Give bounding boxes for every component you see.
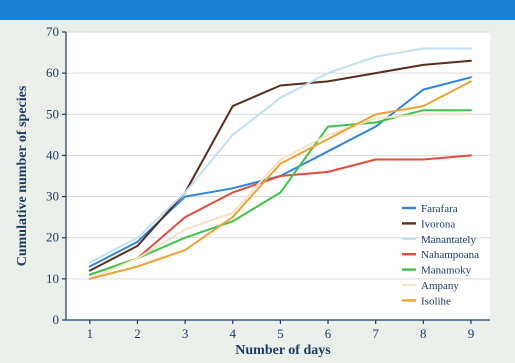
legend-item-ampany: Ampany [402,280,459,292]
series-line-ampany [88,113,472,280]
legend-label-nahampoana: Nahampoana [421,249,479,261]
y-axis-title: Cumulative number of species [15,85,30,266]
series-line-manamoky [88,109,472,276]
legend-label-ampany: Ampany [421,280,459,292]
axes [65,32,490,321]
x-tick-label-5: 5 [277,326,284,341]
legend-label-ivorona: Ivorona [421,218,455,230]
x-tick-label-8: 8 [420,326,427,341]
y-tick-label-20: 20 [46,230,59,245]
x-axis-title: Number of days [235,343,331,358]
y-tick-label-70: 70 [46,24,59,39]
legend-item-farafara: Farafara [402,203,458,215]
legend-item-isolihe: Isolihe [402,295,451,307]
legend-item-manamoky: Manamoky [402,265,472,277]
x-tick-label-3: 3 [182,326,189,341]
x-tick-label-1: 1 [87,326,94,341]
x-tick-label-7: 7 [372,326,379,341]
series-line-manantately [88,47,472,264]
x-tick-label-9: 9 [468,326,475,341]
x-tick-label-2: 2 [134,326,141,341]
series-line-ivorona [88,59,472,272]
series-line-nahampoana [88,154,472,276]
x-tick-label-4: 4 [229,326,236,341]
legend-label-manantately: Manantately [421,234,476,246]
tick-marks [62,31,472,324]
header-band [0,0,515,20]
legend-label-farafara: Farafara [421,203,458,215]
y-tick-label-0: 0 [53,312,60,327]
legend-item-ivorona: Ivorona [402,218,455,230]
y-tick-label-40: 40 [46,147,59,162]
y-tick-label-30: 30 [46,189,59,204]
x-tick-label-6: 6 [325,326,332,341]
y-tick-label-60: 60 [46,65,59,80]
legend-item-nahampoana: Nahampoana [402,249,479,261]
legend-item-manantately: Manantately [402,234,476,246]
series-lines [88,47,472,280]
series-line-isolihe [88,80,472,280]
legend: Farafara Ivorona Manantately Nahampoana Mana… [402,203,479,307]
legend-label-isolihe: Isolihe [421,295,451,307]
y-tick-label-50: 50 [46,106,59,121]
tick-labels: 0 10 20 30 40 50 60 70 1 2 3 4 5 6 7 8 9 [46,24,474,341]
legend-label-manamoky: Manamoky [421,265,472,277]
y-tick-label-10: 10 [46,271,59,286]
